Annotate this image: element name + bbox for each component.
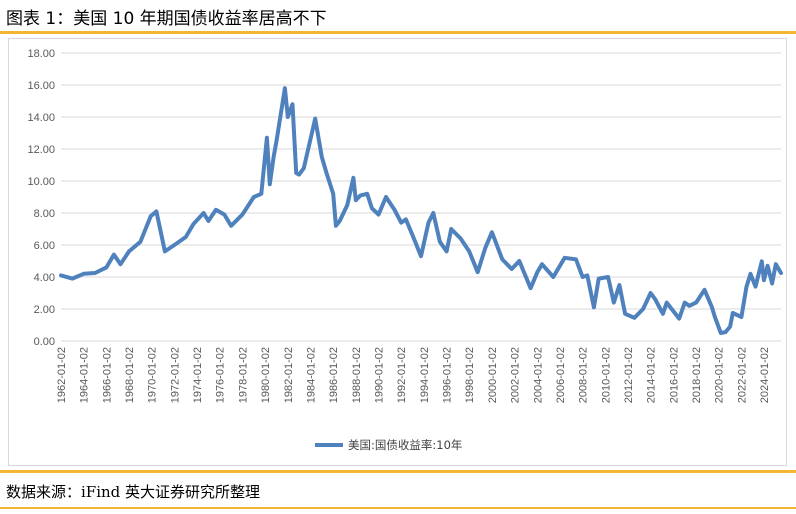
- chart-frame: 0.00 2.00 4.00 6.00 8.00 10.00 12.00 14.00 16.00…: [8, 38, 787, 466]
- x-tick-label: 2018-01-02: [691, 347, 703, 403]
- x-axis-ticks: 1962-01-02 1964-01-02 1966-01-02 1968-01-02…: [56, 347, 771, 403]
- y-tick-label: 12.00: [27, 144, 55, 156]
- x-tick-label: 2006-01-02: [555, 347, 567, 403]
- figure-title: 图表 1：美国 10 年期国债收益率居高不下: [6, 9, 327, 29]
- x-tick-label: 1972-01-02: [169, 347, 181, 403]
- y-tick-label: 8.00: [34, 208, 55, 220]
- x-tick-label: 1962-01-02: [56, 347, 68, 403]
- x-tick-label: 2000-01-02: [487, 347, 499, 403]
- series-line: [59, 86, 783, 335]
- source-note: 数据来源：iFind 英大证券研究所整理: [6, 483, 261, 501]
- x-tick-label: 2004-01-02: [532, 347, 544, 403]
- legend-label: 美国:国债收益率:10年: [348, 438, 462, 452]
- x-tick-label: 1968-01-02: [124, 347, 136, 403]
- x-tick-label: 1964-01-02: [79, 347, 91, 403]
- y-tick-label: 10.00: [27, 176, 55, 188]
- x-tick-label: 1978-01-02: [237, 347, 249, 403]
- series-layer: [59, 86, 783, 335]
- x-tick-label: 1998-01-02: [464, 347, 476, 403]
- x-tick-label: 1986-01-02: [328, 347, 340, 403]
- x-tick-label: 1996-01-02: [442, 347, 454, 403]
- x-tick-label: 2010-01-02: [600, 347, 612, 403]
- y-tick-label: 0.00: [34, 336, 55, 348]
- x-tick-label: 2022-01-02: [736, 347, 748, 403]
- x-tick-label: 1982-01-02: [283, 347, 295, 403]
- x-tick-label: 1984-01-02: [305, 347, 317, 403]
- line-chart: 0.00 2.00 4.00 6.00 8.00 10.00 12.00 14.00 16.00…: [27, 48, 783, 452]
- y-tick-label: 18.00: [27, 48, 55, 60]
- x-tick-label: 2016-01-02: [668, 347, 680, 403]
- x-tick-label: 1994-01-02: [419, 347, 431, 403]
- x-tick-label: 1990-01-02: [374, 347, 386, 403]
- x-tick-label: 1966-01-02: [101, 347, 113, 403]
- bottom-rule: [0, 507, 796, 509]
- x-tick-label: 1970-01-02: [147, 347, 159, 403]
- x-tick-label: 1988-01-02: [351, 347, 363, 403]
- x-tick-label: 2012-01-02: [623, 347, 635, 403]
- y-tick-label: 16.00: [27, 80, 55, 92]
- x-tick-label: 1992-01-02: [396, 347, 408, 403]
- x-tick-label: 1974-01-02: [192, 347, 204, 403]
- x-tick-label: 2002-01-02: [510, 347, 522, 403]
- x-tick-label: 1976-01-02: [215, 347, 227, 403]
- y-axis-ticks: 0.00 2.00 4.00 6.00 8.00 10.00 12.00 14.00 16.00…: [27, 48, 55, 348]
- x-tick-label: 2024-01-02: [759, 347, 771, 403]
- legend: 美国:国债收益率:10年: [315, 438, 462, 452]
- x-tick-label: 1980-01-02: [260, 347, 272, 403]
- middle-rule: [0, 470, 796, 473]
- y-tick-label: 4.00: [34, 272, 55, 284]
- y-tick-label: 2.00: [34, 304, 55, 316]
- x-tick-label: 2020-01-02: [714, 347, 726, 403]
- x-tick-label: 2014-01-02: [646, 347, 658, 403]
- y-tick-label: 14.00: [27, 112, 55, 124]
- gridlines: [61, 52, 781, 342]
- y-tick-label: 6.00: [34, 240, 55, 252]
- top-rule: [0, 31, 796, 34]
- x-tick-label: 2008-01-02: [578, 347, 590, 403]
